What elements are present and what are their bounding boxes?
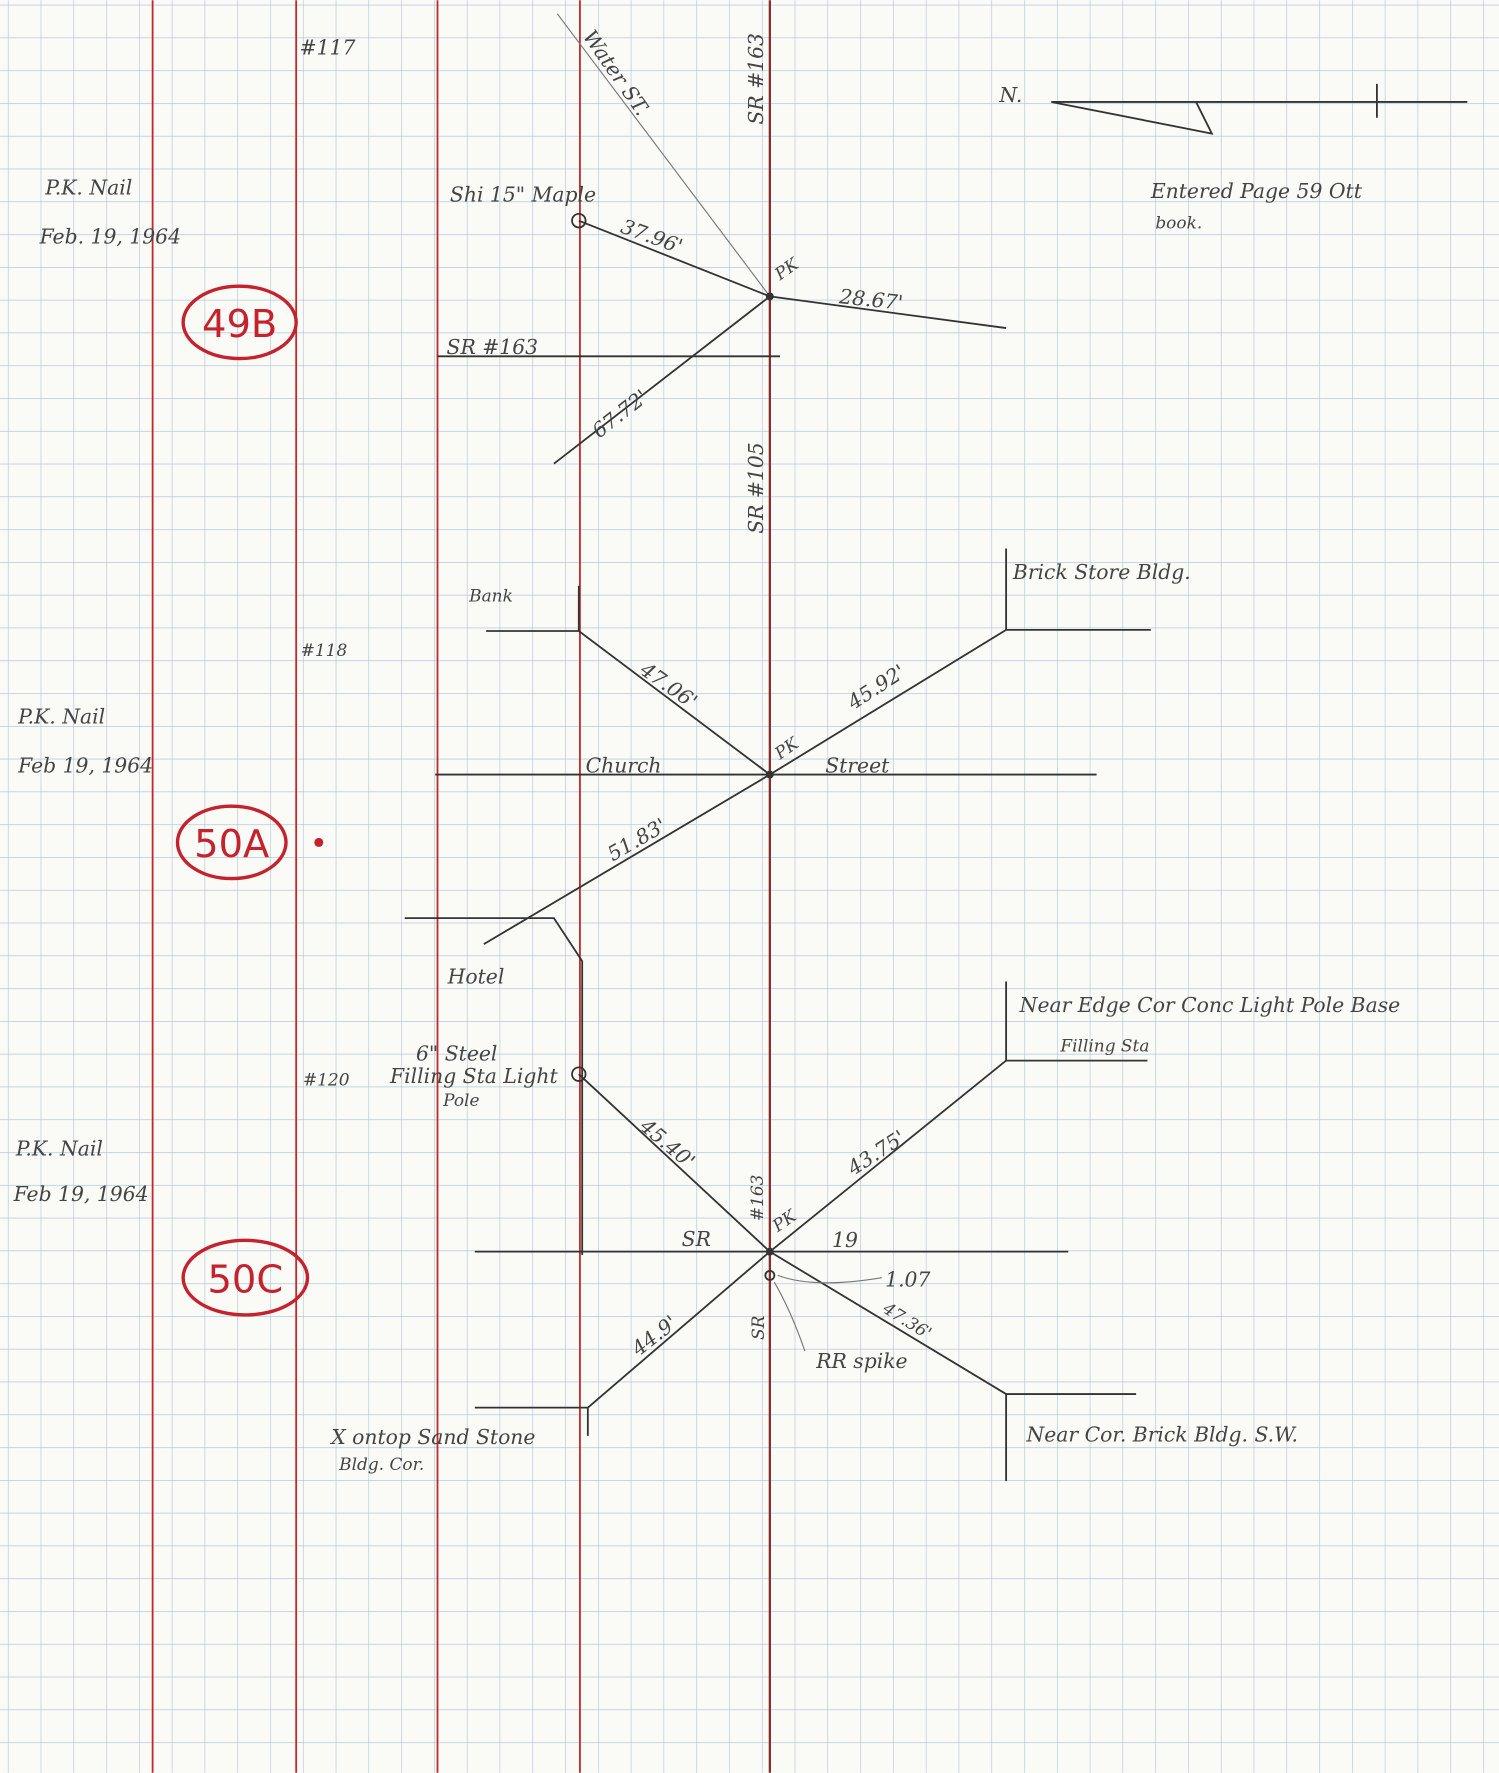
- station-note: P.K. Nail: [17, 705, 105, 729]
- object-label: Near Edge Cor Conc Light Pole Base: [1019, 993, 1401, 1017]
- notebook-page: N. Entered Page 59 Ott book. P.K. Nail F…: [0, 0, 1499, 1773]
- station-number: #117: [300, 35, 356, 59]
- page: Survey field notes html,body{margin:0;pa…: [0, 0, 1499, 1773]
- road-label: SR #163: [744, 33, 768, 125]
- graph-paper: [0, 0, 1499, 1773]
- entered-note: book.: [1155, 213, 1202, 233]
- pk-nail: [766, 292, 774, 300]
- station-id: 50C: [207, 1257, 283, 1302]
- station-date: Feb 19, 1964: [17, 753, 153, 777]
- pk-nail: [766, 771, 774, 779]
- station-id: 49B: [202, 302, 277, 347]
- station-date: Feb. 19, 1964: [39, 224, 181, 248]
- road-label: SR #105: [744, 442, 768, 534]
- station-id: 50A: [194, 822, 269, 867]
- object-label: Bldg. Cor.: [338, 1454, 424, 1474]
- pk-nail: [766, 1248, 774, 1256]
- road-label: #163: [747, 1175, 767, 1222]
- road-label: SR: [682, 1227, 711, 1251]
- station-number: #120: [303, 1069, 350, 1089]
- object-label: Bank: [468, 586, 513, 606]
- object-label: Hotel: [447, 965, 505, 989]
- road-label: SR: [748, 1315, 768, 1340]
- station-note: P.K. Nail: [44, 176, 132, 200]
- page-body: {"header":{"north":"N.","entered":"Enter…: [0, 0, 1499, 1773]
- object-label: Filling Sta: [1059, 1036, 1149, 1056]
- station-number: #118: [301, 640, 348, 660]
- street-label: Church: [586, 753, 662, 777]
- object-label: Brick Store Bldg.: [1012, 560, 1191, 584]
- object-label: Filling Sta Light: [389, 1064, 558, 1088]
- distance-label: 1.07: [885, 1268, 930, 1292]
- object-label: RR spike: [815, 1349, 907, 1373]
- station-date: Feb 19, 1964: [13, 1182, 149, 1206]
- object-label: X ontop Sand Stone: [329, 1425, 535, 1449]
- street-label: Street: [825, 753, 890, 777]
- road-label: SR #163: [447, 335, 539, 359]
- object-label: 6" Steel: [416, 1042, 497, 1066]
- station-note: P.K. Nail: [15, 1137, 103, 1161]
- north-label: N.: [998, 83, 1022, 107]
- object-label: Shi 15" Maple: [450, 182, 596, 206]
- object-label: Near Cor. Brick Bldg. S.W.: [1025, 1423, 1298, 1447]
- number-label: 19: [832, 1228, 858, 1252]
- red-dot: [314, 838, 323, 847]
- entered-note: Entered Page 59 Ott: [1150, 179, 1363, 203]
- object-label: Pole: [442, 1090, 479, 1110]
